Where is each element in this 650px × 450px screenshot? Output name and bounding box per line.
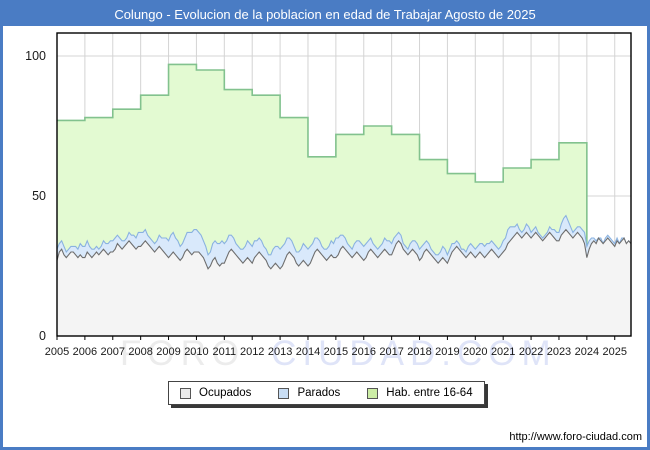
- x-axis-label: 2016: [352, 346, 376, 358]
- legend-swatch-ocupados: [180, 387, 191, 399]
- legend-item-hab-16-64: Hab. entre 16-64: [367, 387, 473, 399]
- x-axis-label: 2014: [296, 346, 320, 358]
- y-axis-label: 50: [32, 189, 46, 203]
- x-axis-label: 2007: [101, 346, 125, 358]
- ocupados-area: [57, 229, 631, 336]
- x-axis-label: 2018: [407, 346, 431, 358]
- y-axis-label: 0: [39, 329, 46, 343]
- x-axis-label: 2006: [73, 346, 97, 358]
- x-axis-label: 2013: [268, 346, 292, 358]
- x-axis-label: 2015: [324, 346, 348, 358]
- legend-item-ocupados: Ocupados: [180, 387, 251, 399]
- legend-label-parados: Parados: [297, 387, 341, 399]
- parados-band: [57, 215, 631, 269]
- x-axis-label: 2019: [435, 346, 459, 358]
- x-axis-label: 2012: [240, 346, 264, 358]
- x-axis-label: 2025: [602, 346, 626, 358]
- foro-ciudad-watermark: FORO CIUDAD.COM: [120, 334, 557, 374]
- watermark-foro: FORO: [120, 334, 246, 373]
- x-axis-label: 2021: [491, 346, 515, 358]
- plot-border: [56, 32, 632, 337]
- legend-label-hab-16-64: Hab. entre 16-64: [386, 387, 473, 399]
- x-axis-label: 2011: [212, 346, 236, 358]
- hab-16-64-line: [57, 63, 588, 336]
- legend-swatch-hab-16-64: [367, 387, 379, 399]
- x-axis-label: 2023: [547, 346, 571, 358]
- x-axis-label: 2024: [575, 346, 599, 358]
- x-axis-label: 2022: [519, 346, 543, 358]
- legend-swatch-parados: [278, 387, 290, 399]
- x-axis-label: 2020: [463, 346, 487, 358]
- x-axis-label: 2009: [156, 346, 180, 358]
- x-axis-label: 2008: [128, 346, 152, 358]
- chart-legend: Ocupados Parados Hab. entre 16-64: [168, 381, 485, 405]
- x-axis-label: 2017: [379, 346, 403, 358]
- chart-title: Colungo - Evolucion de la poblacion en e…: [3, 3, 647, 26]
- ocupados-line: [56, 228, 632, 270]
- y-axis-label: 100: [25, 49, 46, 63]
- legend-label-ocupados: Ocupados: [199, 387, 252, 399]
- foro-ciudad-url[interactable]: http://www.foro-ciudad.com: [509, 431, 642, 443]
- legend-item-parados: Parados: [278, 387, 340, 399]
- parados-line: [56, 214, 632, 257]
- x-axis-label: 2005: [45, 346, 69, 358]
- watermark-ciudad: CIUDAD.COM: [271, 334, 557, 373]
- x-axis-label: 2010: [184, 346, 208, 358]
